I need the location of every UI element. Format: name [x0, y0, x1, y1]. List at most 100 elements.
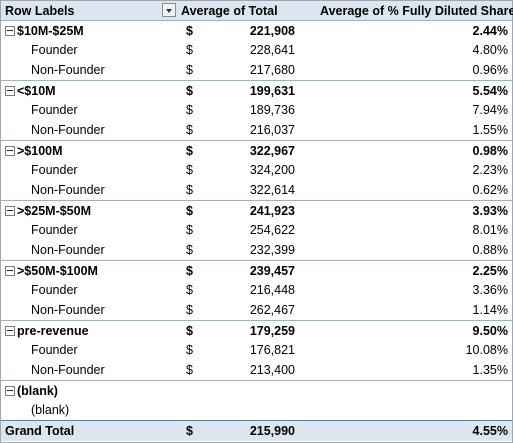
collapse-icon[interactable] [5, 385, 15, 396]
row-label-text: Non-Founder [31, 363, 105, 377]
currency-symbol: $ [186, 183, 193, 197]
avg-pct-cell: 2.44% [472, 24, 508, 38]
currency-symbol: $ [186, 84, 193, 98]
avg-total-cell: 216,037 [249, 123, 295, 137]
avg-pct-cell: 1.35% [472, 363, 508, 377]
detail-row: Non-Founder $262,467 1.14% [1, 300, 512, 320]
currency-symbol: $ [186, 204, 193, 218]
collapse-icon[interactable] [5, 145, 15, 156]
row-label-text: >$100M [17, 144, 63, 158]
row-label-text: Founder [31, 163, 78, 177]
avg-total-cell: 322,614 [249, 183, 295, 197]
avg-pct-cell: 1.55% [472, 123, 508, 137]
avg-total-cell: 216,448 [249, 283, 295, 297]
pivot-header-row: Row Labels Average of Total Average of %… [1, 1, 513, 21]
row-label: Founder [31, 40, 199, 60]
currency-symbol: $ [186, 424, 193, 438]
group-row: >$25M-$50M $241,923 3.93% [1, 200, 512, 221]
collapse-icon[interactable] [5, 325, 15, 336]
avg-pct-cell: 5.54% [472, 84, 508, 98]
collapse-icon[interactable] [5, 85, 15, 96]
avg-total-cell: 221,908 [249, 24, 295, 38]
currency-symbol: $ [186, 123, 193, 137]
currency-symbol: $ [186, 144, 193, 158]
currency-symbol: $ [186, 24, 193, 38]
avg-pct-cell: 8.01% [472, 223, 508, 237]
row-label: Non-Founder [31, 300, 199, 320]
currency-symbol: $ [186, 324, 193, 338]
avg-pct-cell: 10.08% [465, 343, 508, 357]
row-label-text: Non-Founder [31, 303, 105, 317]
currency-symbol: $ [186, 283, 193, 297]
row-label-text: (blank) [17, 384, 58, 398]
detail-row: Founder $176,821 10.08% [1, 340, 512, 360]
grand-total-row: Grand Total $ 215,990 4.55% [1, 420, 512, 441]
group-label: (blank) [5, 381, 173, 401]
avg-total-header[interactable]: Average of Total [181, 4, 278, 18]
collapse-icon[interactable] [5, 205, 15, 216]
row-label: Non-Founder [31, 180, 199, 200]
avg-total-cell: 213,400 [249, 363, 295, 377]
row-label-text: Non-Founder [31, 123, 105, 137]
dropdown-arrow-icon[interactable] [162, 3, 176, 17]
avg-pct-cell: 3.36% [472, 283, 508, 297]
avg-total-cell: 241,923 [249, 204, 295, 218]
group-label: pre-revenue [5, 321, 173, 341]
avg-pct-cell: 7.94% [472, 103, 508, 117]
row-label-text: >$25M-$50M [17, 204, 91, 218]
row-label: Non-Founder [31, 60, 199, 80]
row-labels-header[interactable]: Row Labels [5, 4, 75, 18]
group-row: pre-revenue $179,259 9.50% [1, 320, 512, 341]
group-row: $10M-$25M $221,908 2.44% [1, 20, 512, 41]
avg-pct-cell [301, 400, 508, 420]
row-label-text: Non-Founder [31, 63, 105, 77]
currency-symbol: $ [186, 163, 193, 177]
avg-pct-cell: 1.14% [472, 303, 508, 317]
group-label: >$50M-$100M [5, 261, 173, 281]
detail-row: Founder $254,622 8.01% [1, 220, 512, 240]
currency-symbol [186, 400, 198, 420]
avg-pct-cell: 0.62% [472, 183, 508, 197]
avg-total-cell: 232,399 [249, 243, 295, 257]
row-label: Founder [31, 280, 199, 300]
avg-total-cell: 199,631 [249, 84, 295, 98]
group-row: >$100M $322,967 0.98% [1, 140, 512, 161]
detail-row: Founder $189,736 7.94% [1, 100, 512, 120]
avg-pct-header[interactable]: Average of % Fully Diluted Shares [320, 4, 513, 18]
row-label-text: Founder [31, 103, 78, 117]
row-label: Founder [31, 100, 199, 120]
row-label: Founder [31, 220, 199, 240]
currency-symbol: $ [186, 264, 193, 278]
currency-symbol [186, 381, 198, 401]
avg-total-cell: 239,457 [249, 264, 295, 278]
grand-total-avg: 215,990 [249, 424, 295, 438]
row-label-text: Founder [31, 43, 78, 57]
group-label: >$25M-$50M [5, 201, 173, 221]
avg-pct-cell: 9.50% [472, 324, 508, 338]
currency-symbol: $ [186, 343, 193, 357]
avg-total-cell: 179,259 [249, 324, 295, 338]
avg-total-cell: 324,200 [249, 163, 295, 177]
currency-symbol: $ [186, 243, 193, 257]
avg-pct-cell: 2.23% [472, 163, 508, 177]
detail-row: Non-Founder $217,680 0.96% [1, 60, 512, 80]
avg-total-cell [199, 400, 295, 420]
row-label: Founder [31, 160, 199, 180]
avg-pct-cell: 0.98% [472, 144, 508, 158]
avg-total-cell: 322,967 [249, 144, 295, 158]
detail-row: Founder $228,641 4.80% [1, 40, 512, 60]
currency-symbol: $ [186, 363, 193, 377]
detail-row: Non-Founder $322,614 0.62% [1, 180, 512, 200]
row-label: Non-Founder [31, 120, 199, 140]
group-row: <$10M $199,631 5.54% [1, 80, 512, 101]
group-label: <$10M [5, 81, 173, 101]
row-label-text: >$50M-$100M [17, 264, 98, 278]
row-label: Non-Founder [31, 240, 199, 260]
row-label-text: <$10M [17, 84, 56, 98]
collapse-icon[interactable] [5, 25, 15, 36]
avg-total-cell: 254,622 [249, 223, 295, 237]
group-row: >$50M-$100M $239,457 2.25% [1, 260, 512, 281]
collapse-icon[interactable] [5, 265, 15, 276]
row-label: (blank) [31, 400, 199, 420]
